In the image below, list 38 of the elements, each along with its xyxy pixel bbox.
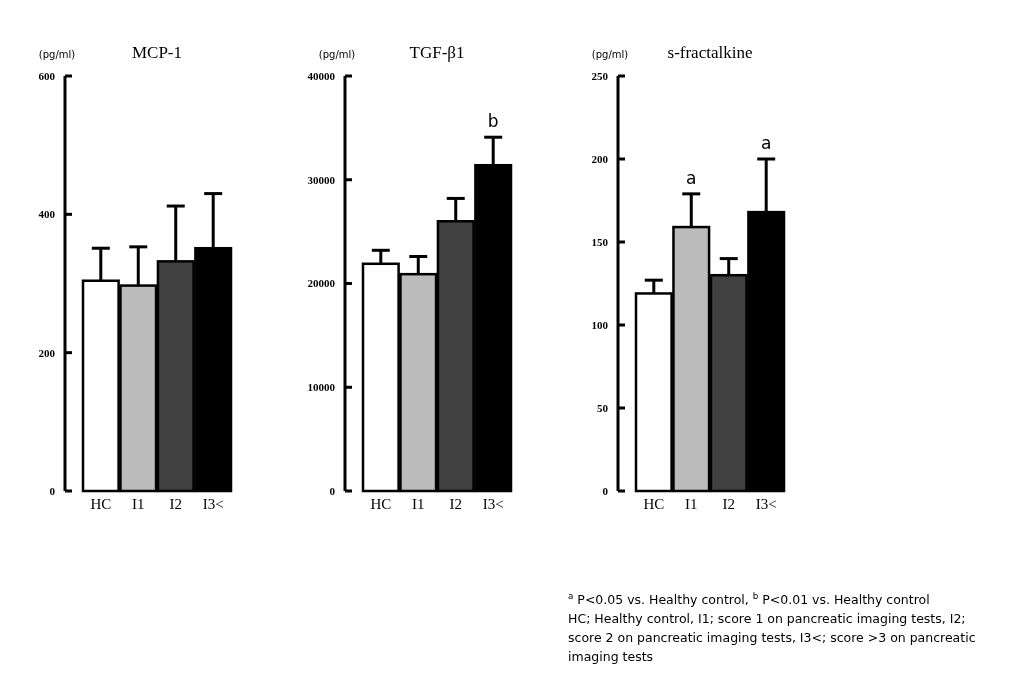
y-tick-label: 50 [597,401,609,414]
x-tick-label: I2 [169,496,182,512]
x-tick-label: I3< [202,496,224,512]
y-tick-label: 30000 [307,173,336,186]
text: $^{a}$ P<0.05 vs. Healthy control, $^{b}$ P<0.01 vs. Healthy control [568,591,930,607]
y-tick-label: 0 [602,484,609,497]
y-tick-label: 200 [591,152,609,165]
chart-title: TGF-β1 [409,43,465,62]
y-tick-label: 200 [38,346,56,359]
x-tick-label: I1 [132,496,145,512]
chart-title: MCP-1 [131,43,183,62]
chart-title: s-fractalkine [667,43,753,62]
y-tick-label: 100 [591,318,609,331]
x-tick-label: I2 [449,496,462,512]
y-axis-title: (pg/ml) [591,49,629,60]
y-tick-label: 250 [591,69,609,82]
y-tick-label: 400 [38,208,56,221]
y-tick-label: 40000 [307,69,336,82]
annotation: a [760,133,772,153]
y-tick-label: 20000 [307,277,336,290]
text: HC; Healthy control, I1; score 1 on pancreatic imaging tests, I2; score 2 on pancreatic imaging tests, I3<; score >3 on pancreatic imaging tests [568,611,976,664]
y-axis-title: (pg/ml) [38,49,76,60]
x-tick-label: HC [90,496,112,512]
x-tick-label: HC [643,496,665,512]
x-tick-label: I1 [685,496,698,512]
annotation: a [686,167,697,188]
y-tick-label: 10000 [307,381,336,394]
annotation: b [487,111,499,132]
y-tick-label: 600 [38,69,56,82]
y-tick-label: 0 [49,484,56,497]
y-axis-title: (pg/ml) [318,49,356,60]
x-tick-label: I2 [722,496,735,512]
x-tick-label: I3< [755,496,777,512]
y-tick-label: 150 [591,235,609,248]
y-tick-label: 0 [329,484,336,497]
x-tick-label: I3< [482,496,504,512]
x-tick-label: I1 [412,496,425,512]
x-tick-label: HC [370,496,392,512]
